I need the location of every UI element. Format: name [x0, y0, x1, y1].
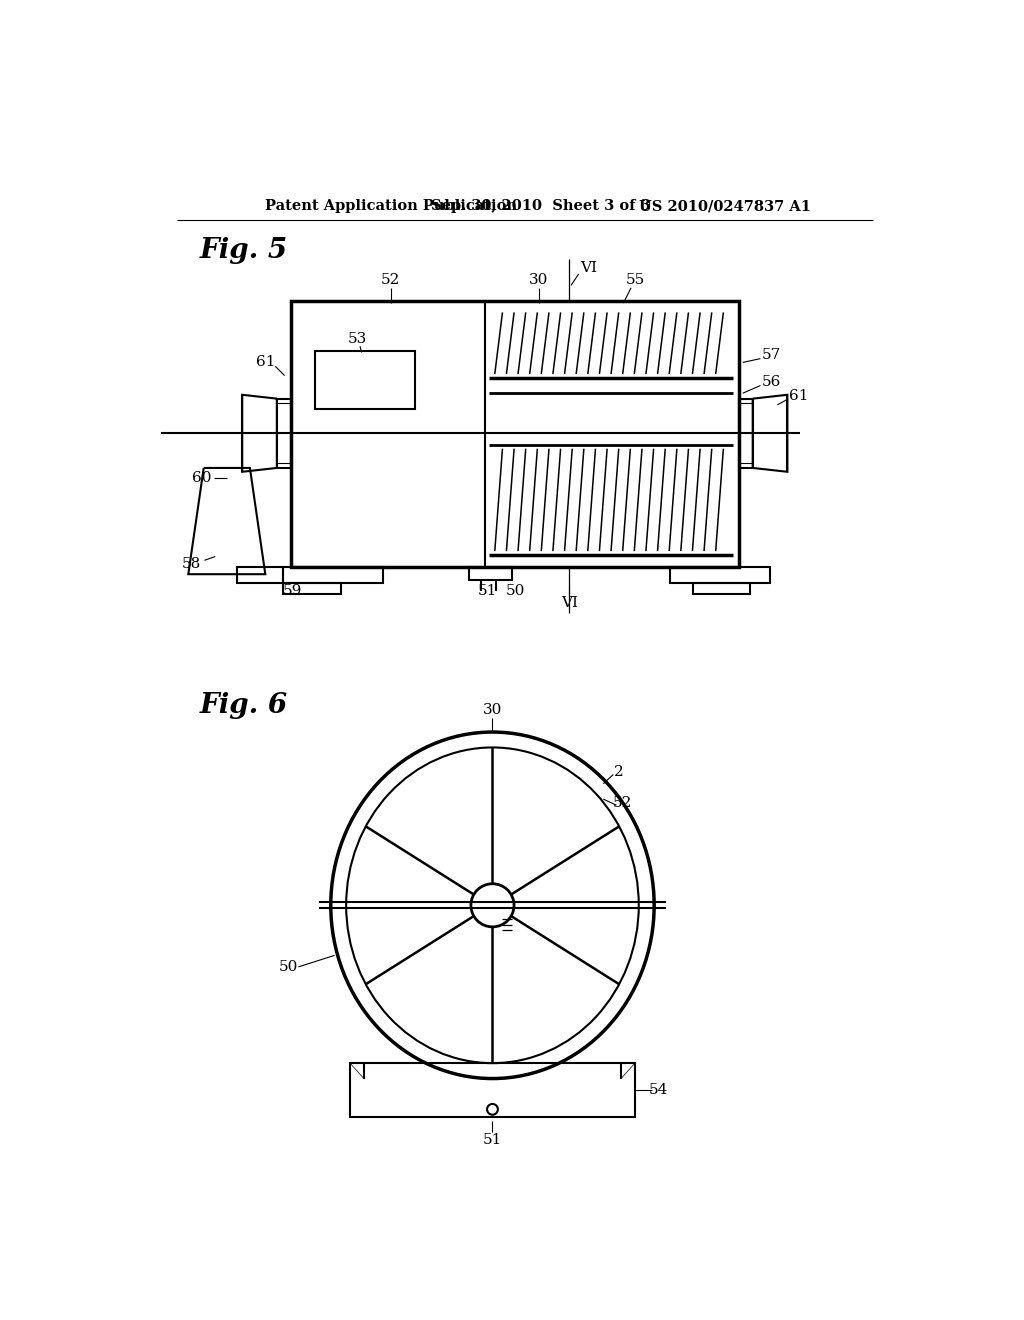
Text: 52: 52 [381, 273, 400, 286]
Text: 61: 61 [256, 355, 275, 370]
Bar [315, 351, 416, 409]
Text: 51: 51 [477, 585, 497, 598]
Text: Fig. 6: Fig. 6 [200, 692, 288, 718]
Bar [291, 301, 739, 566]
Text: 59: 59 [283, 585, 302, 598]
Text: 55: 55 [626, 273, 644, 286]
Text: 30: 30 [529, 273, 548, 286]
Text: 54: 54 [648, 1084, 668, 1097]
Bar [283, 583, 341, 594]
Bar [469, 566, 512, 581]
Text: 61: 61 [788, 388, 808, 403]
Text: 58: 58 [182, 557, 202, 572]
Text: 50: 50 [506, 585, 525, 598]
Text: Fig. 5: Fig. 5 [200, 238, 288, 264]
Text: 30: 30 [482, 704, 502, 718]
Text: VI: VI [561, 597, 578, 610]
Text: 60: 60 [191, 471, 211, 484]
Bar [237, 566, 283, 583]
Text: VI: VI [581, 261, 597, 275]
Text: 56: 56 [762, 375, 781, 388]
Text: Sep. 30, 2010  Sheet 3 of 3: Sep. 30, 2010 Sheet 3 of 3 [431, 199, 650, 213]
Text: 51: 51 [482, 1133, 502, 1147]
Text: Patent Application Publication: Patent Application Publication [265, 199, 517, 213]
Text: 52: 52 [613, 796, 632, 810]
Text: US 2010/0247837 A1: US 2010/0247837 A1 [639, 199, 811, 213]
Text: 57: 57 [762, 347, 781, 362]
Bar [276, 399, 291, 469]
Bar [739, 399, 753, 469]
Bar [692, 583, 751, 594]
Bar [670, 566, 770, 583]
Bar [283, 566, 383, 583]
Text: 2: 2 [613, 766, 624, 779]
Text: 53: 53 [348, 331, 368, 346]
Text: 50: 50 [279, 960, 298, 974]
Bar [350, 1063, 635, 1117]
